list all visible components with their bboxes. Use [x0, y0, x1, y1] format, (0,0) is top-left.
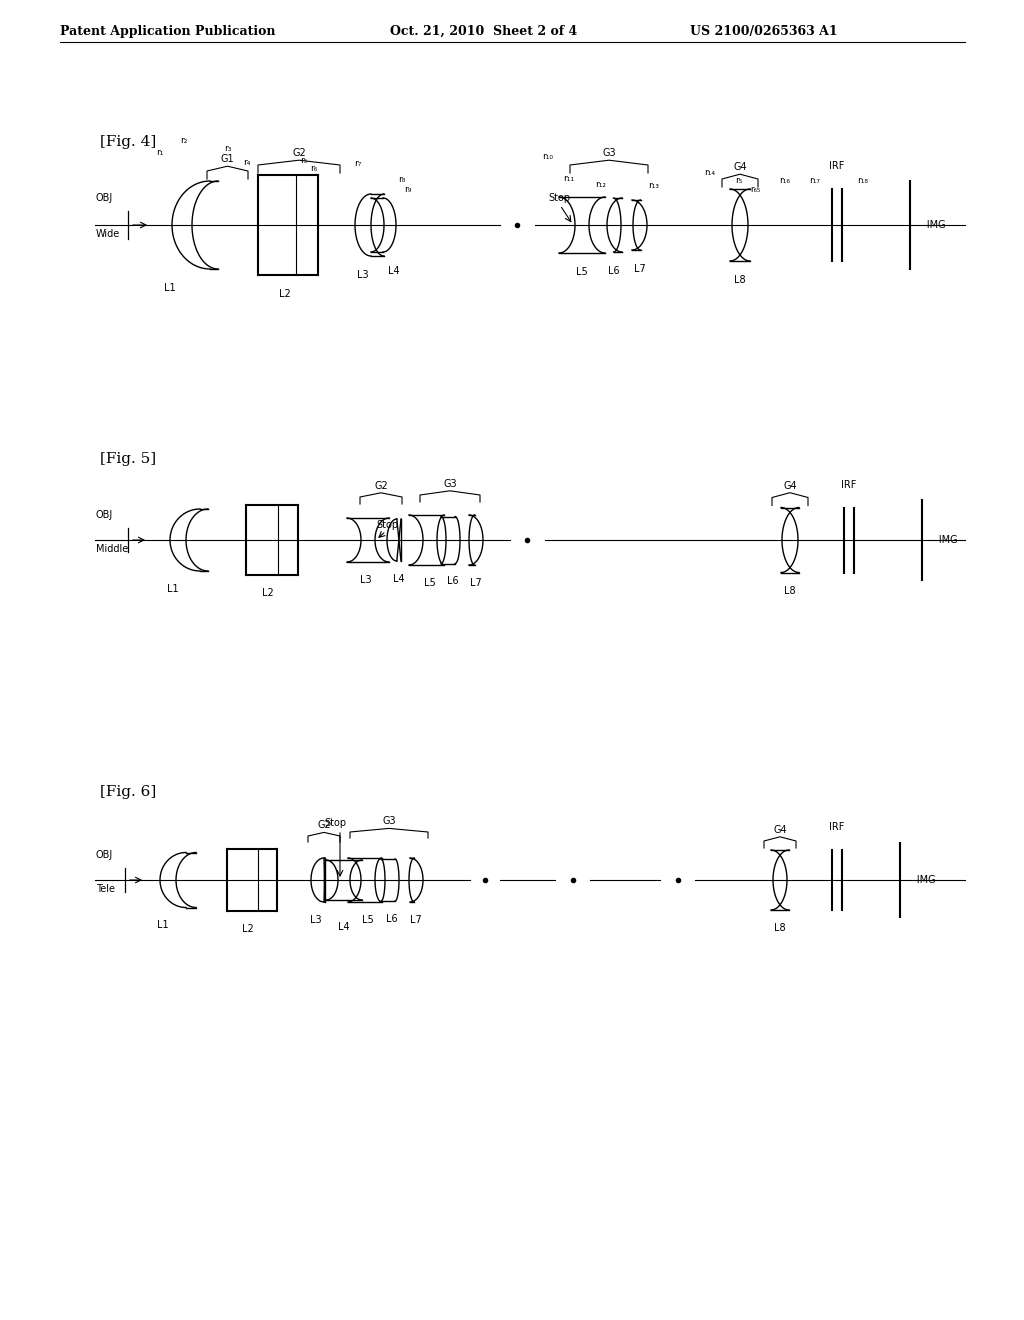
- Text: Patent Application Publication: Patent Application Publication: [60, 25, 275, 38]
- Text: IRF: IRF: [829, 822, 845, 832]
- Text: Middle: Middle: [96, 544, 128, 554]
- Text: r₂: r₂: [180, 136, 187, 145]
- Text: Stop: Stop: [548, 193, 570, 203]
- Text: r₅: r₅: [735, 176, 742, 185]
- Text: L2: L2: [262, 587, 273, 598]
- Text: L3: L3: [357, 271, 369, 280]
- Text: G4: G4: [733, 162, 746, 172]
- Text: r₁₁: r₁₁: [563, 174, 574, 183]
- Text: G3: G3: [602, 148, 615, 158]
- Text: r₁₃: r₁₃: [648, 181, 659, 190]
- Text: [Fig. 4]: [Fig. 4]: [100, 135, 157, 149]
- Text: G1: G1: [221, 154, 234, 164]
- Text: G2: G2: [292, 148, 306, 158]
- Text: L4: L4: [388, 267, 399, 276]
- Text: IRF: IRF: [829, 161, 845, 172]
- Text: IRF: IRF: [842, 479, 857, 490]
- Text: L6: L6: [386, 913, 397, 924]
- Text: Stop: Stop: [376, 520, 398, 531]
- Text: Tele: Tele: [96, 884, 115, 894]
- Text: OBJ: OBJ: [96, 193, 114, 203]
- Text: L1: L1: [158, 920, 169, 931]
- Text: —IMG: —IMG: [918, 220, 946, 230]
- Text: —IMG: —IMG: [930, 535, 958, 545]
- Text: G4: G4: [773, 825, 786, 834]
- Text: OBJ: OBJ: [96, 510, 114, 520]
- Text: r₃: r₃: [224, 144, 231, 153]
- Text: G3: G3: [382, 816, 396, 826]
- Text: r₁: r₁: [157, 148, 164, 157]
- Text: r₁₈: r₁₈: [857, 176, 868, 185]
- Text: Wide: Wide: [96, 228, 120, 239]
- Text: L7: L7: [634, 264, 646, 275]
- Text: L7: L7: [411, 915, 422, 925]
- Text: US 2100/0265363 A1: US 2100/0265363 A1: [690, 25, 838, 38]
- Text: L2: L2: [280, 289, 291, 300]
- Text: L1: L1: [164, 282, 176, 293]
- Text: Oct. 21, 2010  Sheet 2 of 4: Oct. 21, 2010 Sheet 2 of 4: [390, 25, 578, 38]
- Text: G3: G3: [443, 479, 457, 488]
- Text: r₆₅: r₆₅: [750, 185, 760, 194]
- Text: r₁₀: r₁₀: [542, 152, 553, 161]
- Text: L5: L5: [424, 578, 436, 587]
- Text: L1: L1: [167, 583, 179, 594]
- Text: L5: L5: [362, 915, 374, 925]
- Text: r₁₇: r₁₇: [809, 176, 820, 185]
- Text: L3: L3: [310, 915, 322, 925]
- Text: r₁₄: r₁₄: [705, 168, 715, 177]
- Text: —IMG: —IMG: [908, 875, 937, 884]
- Text: r₈: r₈: [398, 176, 406, 183]
- Text: r₆: r₆: [310, 164, 317, 173]
- Text: r₇: r₇: [354, 158, 361, 168]
- Text: G2: G2: [374, 480, 388, 491]
- Text: [Fig. 5]: [Fig. 5]: [100, 451, 156, 466]
- Text: L4: L4: [393, 574, 404, 583]
- Text: r₄: r₄: [244, 158, 251, 168]
- Text: L6: L6: [608, 267, 620, 276]
- Text: L4: L4: [338, 921, 350, 932]
- Text: r₁₂: r₁₂: [595, 180, 606, 189]
- Text: r₉: r₉: [404, 185, 412, 194]
- Text: L7: L7: [470, 578, 482, 587]
- Text: r₁₆: r₁₆: [779, 176, 790, 185]
- Text: r₅: r₅: [300, 156, 307, 165]
- Text: [Fig. 6]: [Fig. 6]: [100, 785, 157, 799]
- Text: L8: L8: [784, 586, 796, 595]
- Text: L8: L8: [774, 923, 785, 933]
- Text: L8: L8: [734, 275, 745, 285]
- Text: L2: L2: [242, 924, 254, 935]
- Text: L3: L3: [360, 576, 372, 585]
- Text: L5: L5: [577, 267, 588, 277]
- Text: OBJ: OBJ: [96, 850, 114, 861]
- Text: Stop: Stop: [324, 818, 346, 828]
- Text: G2: G2: [317, 821, 331, 830]
- Text: L6: L6: [447, 577, 459, 586]
- Text: G4: G4: [783, 480, 797, 491]
